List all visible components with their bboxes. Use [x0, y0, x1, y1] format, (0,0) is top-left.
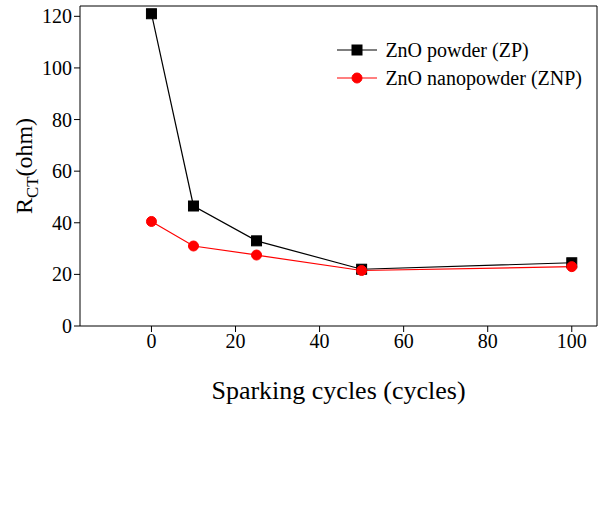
svg-text:60: 60	[394, 330, 414, 352]
svg-text:100: 100	[42, 57, 72, 79]
svg-text:40: 40	[310, 330, 330, 352]
svg-text:100: 100	[557, 330, 587, 352]
svg-text:20: 20	[52, 263, 72, 285]
svg-text:120: 120	[42, 5, 72, 27]
svg-text:80: 80	[478, 330, 498, 352]
svg-text:20: 20	[226, 330, 246, 352]
svg-text:0: 0	[62, 315, 72, 337]
html-text:CT: CT	[22, 176, 42, 198]
html-text:ZnO powder (ZP): ZnO powder (ZP)	[385, 38, 529, 61]
svg-text:0: 0	[146, 330, 156, 352]
svg-text:40: 40	[52, 212, 72, 234]
html-text:ZnO nanopowder (ZNP): ZnO nanopowder (ZNP)	[385, 66, 582, 89]
html-text:(ohm): (ohm)	[11, 117, 37, 177]
svg-text:60: 60	[52, 160, 72, 182]
html-text:Sparking cycles (cycles): Sparking cycles (cycles)	[211, 376, 466, 405]
svg-text:80: 80	[52, 109, 72, 131]
html-text:R: R	[11, 198, 37, 215]
